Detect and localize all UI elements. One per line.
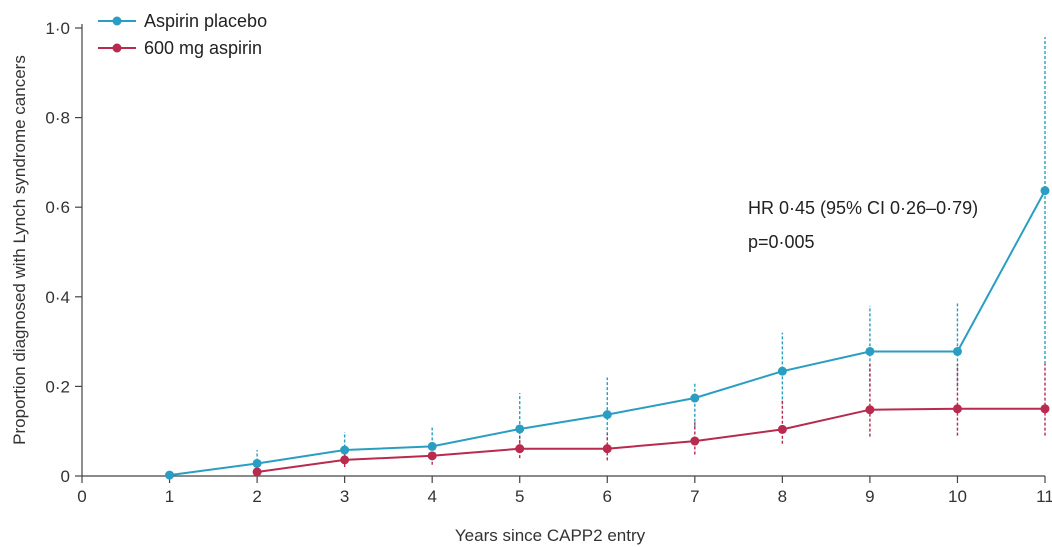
- aspirin-point-2: [252, 467, 262, 477]
- aspirin-point-4: [427, 451, 437, 461]
- aspirin-series-line: [256, 407, 1045, 473]
- x-axis-title: Years since CAPP2 entry: [455, 526, 646, 545]
- aspirin-point-8: [777, 424, 787, 434]
- x-tick-label-3: 3: [340, 487, 349, 506]
- x-tick-label-0: 0: [77, 487, 86, 506]
- x-tick-label-2: 2: [252, 487, 261, 506]
- placebo-point-3: [340, 445, 350, 455]
- placebo-point-6: [602, 410, 612, 420]
- placebo-point-11: [1040, 186, 1050, 196]
- axes: [75, 24, 1046, 483]
- y-tick-label-0·2: 0·2: [45, 377, 70, 396]
- placebo-point-4: [427, 441, 437, 451]
- aspirin-point-5: [515, 444, 525, 454]
- y-tick-label-0: 0: [61, 467, 70, 486]
- aspirin-point-11: [1040, 404, 1050, 414]
- y-tick-label-0·6: 0·6: [45, 198, 70, 217]
- aspirin-point-9: [865, 405, 875, 415]
- placebo-point-5: [515, 424, 525, 434]
- x-tick-label-8: 8: [778, 487, 787, 506]
- y-axis-title: Proportion diagnosed with Lynch syndrome…: [10, 55, 29, 445]
- x-tick-label-4: 4: [427, 487, 436, 506]
- x-tick-label-6: 6: [603, 487, 612, 506]
- x-tick-label-7: 7: [690, 487, 699, 506]
- legend: Aspirin placebo 600 mg aspirin: [98, 11, 267, 58]
- x-tick-label-11: 11: [1036, 487, 1052, 506]
- y-tick-label-1·0: 1·0: [45, 19, 70, 38]
- legend-label-placebo: Aspirin placebo: [144, 11, 267, 31]
- hazard-ratio-annotation: HR 0·45 (95% CI 0·26–0·79): [748, 198, 978, 218]
- legend-marker-placebo: [112, 16, 122, 26]
- placebo-point-7: [690, 393, 700, 403]
- placebo-point-8: [777, 366, 787, 376]
- placebo-point-10: [952, 346, 962, 356]
- placebo-point-2: [252, 458, 262, 468]
- x-tick-label-1: 1: [165, 487, 174, 506]
- series-points: [165, 186, 1050, 480]
- y-tick-label-0·8: 0·8: [45, 109, 70, 128]
- placebo-point-9: [865, 346, 875, 356]
- y-tick-label-0·4: 0·4: [45, 288, 70, 307]
- legend-label-aspirin: 600 mg aspirin: [144, 38, 262, 58]
- x-tick-label-5: 5: [515, 487, 524, 506]
- x-tick-labels: 0 1 2 3 4 5 6 7 8 9 10 11: [77, 487, 1052, 506]
- aspirin-point-6: [602, 444, 612, 454]
- p-value-annotation: p=0·005: [748, 232, 815, 252]
- y-tick-labels: 0 0·2 0·4 0·6 0·8 1·0: [45, 19, 70, 486]
- x-tick-label-9: 9: [865, 487, 874, 506]
- legend-marker-aspirin: [112, 43, 122, 53]
- placebo-point-1: [165, 470, 175, 480]
- x-tick-label-10: 10: [948, 487, 967, 506]
- aspirin-point-3: [340, 455, 350, 465]
- aspirin-point-7: [690, 436, 700, 446]
- aspirin-point-10: [952, 404, 962, 414]
